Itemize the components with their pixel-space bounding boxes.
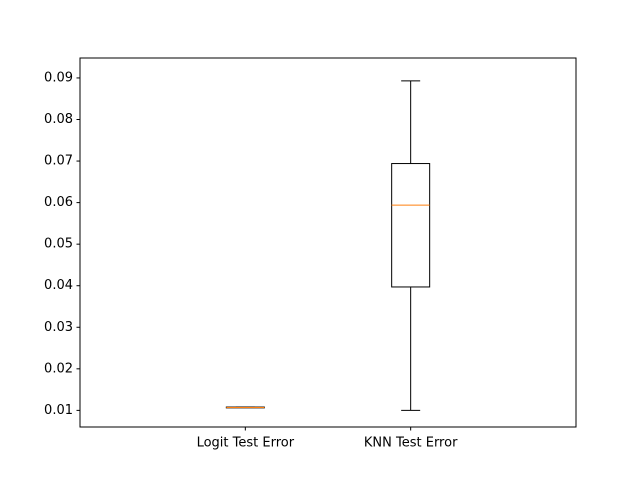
x-tick-label: KNN Test Error xyxy=(364,436,458,451)
y-axis: 0.01 0.02 0.03 0.04 0.05 0.06 0.07 0.08 0.09 xyxy=(44,70,80,418)
plot-area xyxy=(225,80,431,411)
y-tick-label: 0.05 xyxy=(44,237,73,252)
y-tick-label: 0.04 xyxy=(44,278,73,293)
y-tick-label: 0.02 xyxy=(44,361,73,376)
x-axis: Logit Test Error KNN Test Error xyxy=(197,427,458,451)
y-tick-label: 0.03 xyxy=(44,320,73,335)
y-tick-label: 0.06 xyxy=(44,195,73,210)
box-2 xyxy=(391,80,431,411)
y-tick-label: 0.01 xyxy=(44,403,73,418)
x-tick-label: Logit Test Error xyxy=(197,436,295,451)
y-tick-label: 0.07 xyxy=(44,154,73,169)
y-tick-label: 0.08 xyxy=(44,112,73,127)
box-body xyxy=(391,163,431,288)
y-tick-label: 0.09 xyxy=(44,70,73,85)
box-1 xyxy=(225,406,265,409)
axes-frame xyxy=(79,57,577,428)
